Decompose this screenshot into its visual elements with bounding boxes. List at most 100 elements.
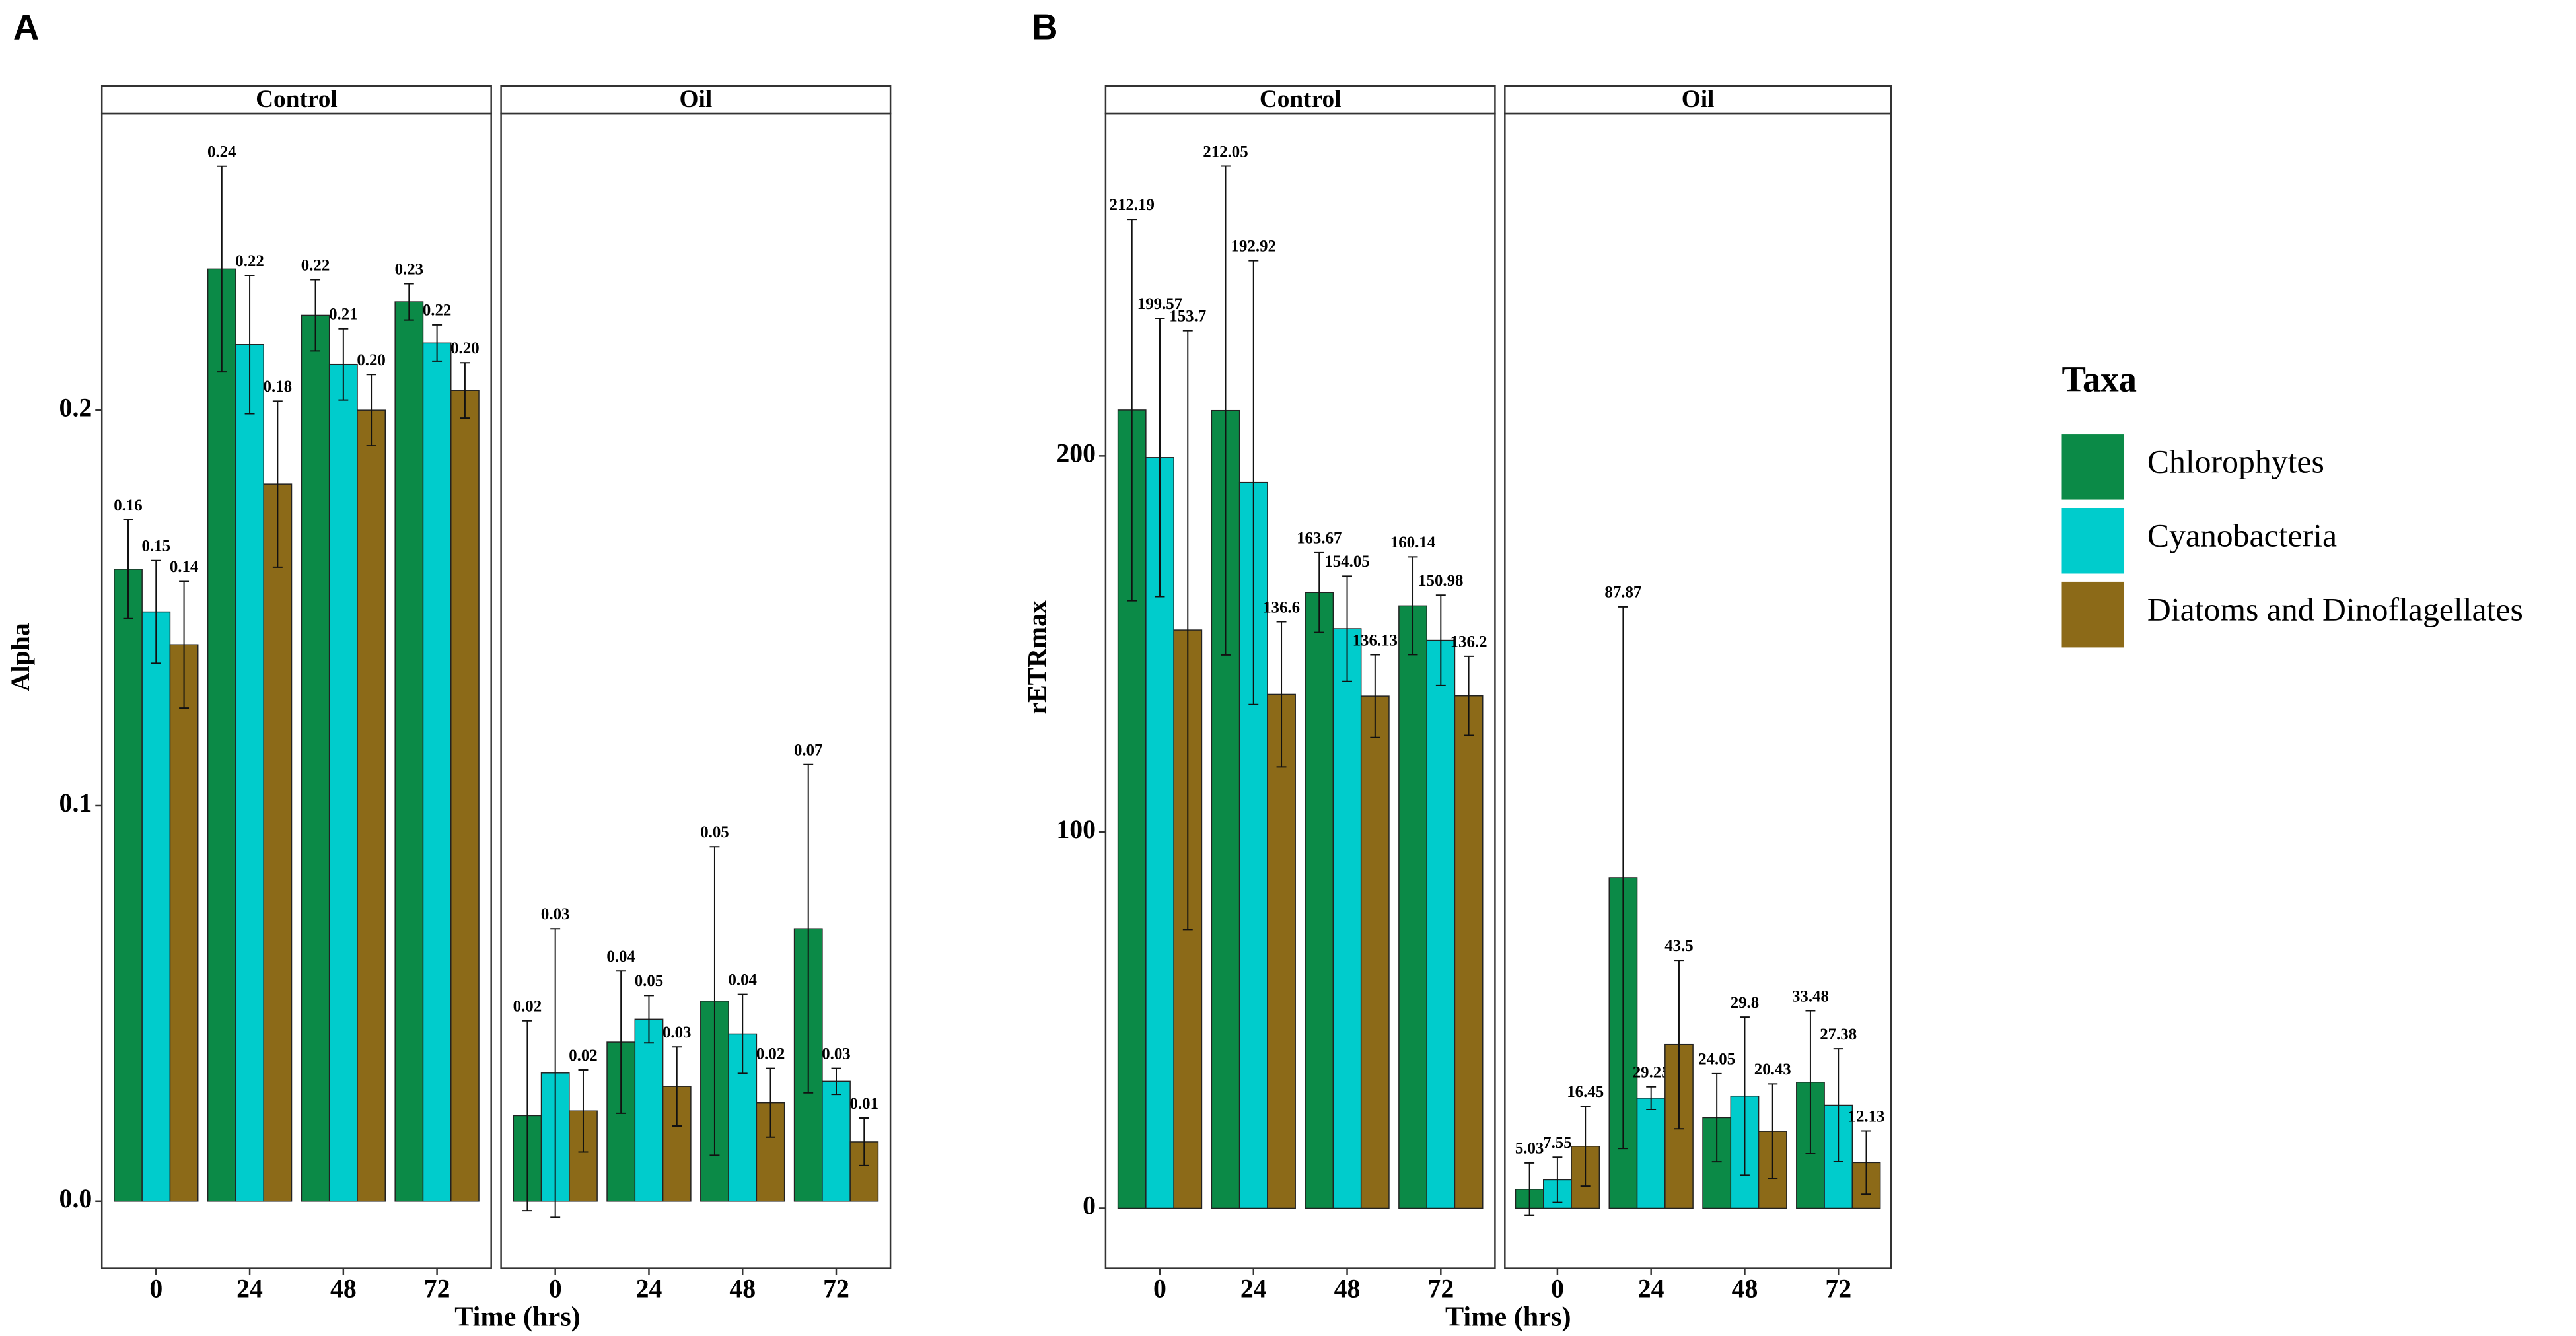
bar — [1267, 693, 1296, 1209]
x-tick-label: 48 — [1732, 1275, 1758, 1304]
value-label: 29.25 — [1633, 1064, 1670, 1082]
bar — [1636, 1098, 1666, 1209]
facet-panel — [1504, 112, 1892, 1269]
error-bar — [338, 328, 349, 401]
value-label: 5.03 — [1515, 1140, 1544, 1158]
bar — [169, 644, 199, 1202]
value-label: 136.13 — [1353, 631, 1398, 649]
value-label: 12.13 — [1848, 1107, 1885, 1125]
error-bar — [310, 279, 321, 352]
bar — [328, 363, 358, 1202]
bar — [1398, 605, 1427, 1209]
x-tick-label: 48 — [729, 1275, 756, 1304]
bar — [263, 483, 293, 1202]
error-bar — [1408, 556, 1418, 656]
facet-panel — [500, 112, 892, 1269]
bar — [450, 390, 480, 1202]
legend-swatch — [2061, 581, 2125, 648]
error-bar — [522, 1020, 532, 1212]
error-bar — [179, 580, 190, 709]
value-label: 16.45 — [1567, 1083, 1604, 1101]
value-label: 27.38 — [1820, 1026, 1857, 1043]
value-label: 0.01 — [850, 1095, 879, 1113]
bar — [1332, 628, 1362, 1209]
error-bar — [1435, 594, 1446, 686]
value-label: 0.15 — [142, 538, 171, 555]
x-tick-label: 72 — [823, 1275, 849, 1304]
y-tick-label: 0.1 — [59, 789, 92, 818]
y-axis-label: Alpha — [6, 623, 35, 691]
value-label: 154.05 — [1324, 553, 1369, 571]
value-label: 43.5 — [1664, 937, 1694, 955]
legend-swatch — [2061, 434, 2125, 500]
legend-label: Chlorophytes — [2147, 444, 2324, 480]
y-tick-label: 0.2 — [59, 393, 92, 422]
value-label: 0.23 — [395, 260, 424, 278]
value-label: 160.14 — [1390, 534, 1435, 551]
facet-title: Control — [1260, 86, 1342, 113]
bar — [301, 314, 330, 1202]
value-label: 0.22 — [235, 252, 264, 270]
bar — [1360, 695, 1390, 1209]
value-label: 0.07 — [794, 742, 823, 759]
error-bar — [616, 970, 626, 1114]
x-tick-label: 0 — [1153, 1275, 1166, 1304]
error-bar — [1833, 1048, 1843, 1162]
error-bar — [643, 995, 654, 1044]
value-label: 136.2 — [1450, 633, 1487, 651]
error-bar — [123, 519, 133, 619]
x-tick-label: 24 — [1638, 1275, 1664, 1304]
legend-label: Diatoms and Dinoflagellates — [2147, 592, 2523, 628]
value-label: 7.55 — [1543, 1134, 1572, 1152]
error-bar — [1646, 1086, 1657, 1110]
value-label: 29.8 — [1731, 994, 1760, 1012]
bar — [114, 569, 143, 1202]
error-bar — [1580, 1106, 1591, 1187]
value-label: 212.19 — [1110, 196, 1155, 214]
error-bar — [831, 1067, 841, 1096]
error-bar — [803, 763, 814, 1094]
error-bar — [217, 165, 227, 373]
error-bar — [1155, 318, 1165, 598]
x-tick-label: 72 — [424, 1275, 450, 1304]
error-bar — [460, 362, 470, 419]
facet-strip — [1504, 85, 1892, 115]
bar — [1305, 592, 1334, 1209]
error-bar — [1182, 330, 1193, 931]
error-bar — [432, 324, 443, 362]
error-bar — [737, 993, 748, 1074]
x-tick-label: 24 — [636, 1275, 662, 1304]
value-label: 136.6 — [1263, 598, 1300, 616]
error-bar — [1861, 1130, 1871, 1195]
value-label: 153.7 — [1169, 307, 1206, 325]
y-tick-label: 0 — [1083, 1191, 1096, 1220]
error-bar — [1314, 551, 1324, 633]
value-label: 0.02 — [569, 1047, 598, 1065]
error-bar — [859, 1117, 869, 1166]
facet-strip — [500, 85, 892, 115]
value-label: 199.57 — [1137, 295, 1182, 313]
error-bar — [1552, 1156, 1563, 1203]
value-label: 0.22 — [423, 302, 452, 320]
value-label: 20.43 — [1754, 1061, 1791, 1078]
value-label: 0.02 — [513, 998, 542, 1016]
value-label: 0.04 — [728, 971, 757, 989]
value-label: 0.22 — [301, 256, 330, 274]
value-label: 0.05 — [700, 824, 729, 841]
value-label: 24.05 — [1698, 1051, 1735, 1069]
y-axis-label: rETRmax — [1023, 600, 1052, 714]
x-tick-label: 0 — [549, 1275, 562, 1304]
error-bar — [1464, 655, 1474, 736]
x-tick-label: 72 — [1427, 1275, 1454, 1304]
value-label: 33.48 — [1792, 987, 1829, 1005]
facet-title: Oil — [1682, 86, 1715, 113]
x-tick-label: 48 — [1334, 1275, 1361, 1304]
x-tick-label: 0 — [149, 1275, 162, 1304]
value-label: 0.04 — [606, 948, 635, 966]
error-bar — [404, 283, 414, 321]
error-bar — [1370, 654, 1380, 738]
error-bar — [1221, 165, 1231, 656]
error-bar — [272, 400, 283, 568]
x-tick-label: 24 — [236, 1275, 263, 1304]
error-bar — [151, 559, 161, 664]
